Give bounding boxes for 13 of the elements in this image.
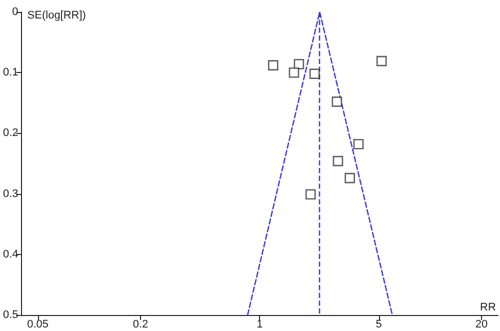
y-tick-label: 0.5	[2, 309, 18, 321]
x-tick-label: 20	[475, 318, 488, 330]
y-tick-label: 0	[12, 6, 18, 18]
x-tick-label: 5	[376, 318, 382, 330]
y-tick-label: 0.2	[2, 127, 18, 140]
y-tick-label: 0.1	[2, 66, 18, 79]
y-tick-label: 0.3	[2, 188, 18, 200]
x-tick-label: 1	[256, 318, 263, 330]
x-tick-label: 0.2	[132, 318, 148, 330]
x-tick-label: 0.05	[27, 318, 49, 330]
y-axis-title: SE(log[RR])	[27, 10, 86, 22]
y-tick-label: 0.4	[2, 248, 18, 260]
x-axis-title: RR	[480, 302, 496, 314]
